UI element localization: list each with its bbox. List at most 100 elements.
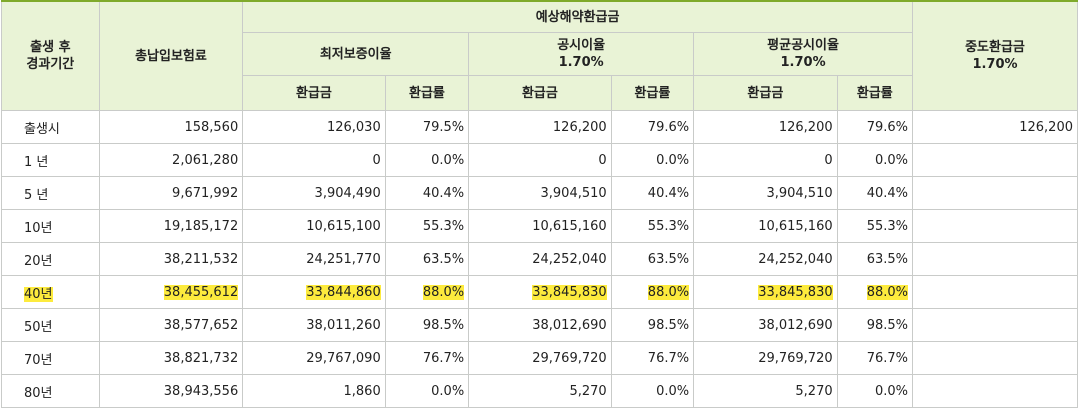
cell-avg-rate: 79.6% bbox=[836, 110, 914, 144]
cell-public-refund-text: 33,845,830 bbox=[532, 284, 607, 300]
cell-avg-rate: 0.0% bbox=[836, 143, 914, 177]
cell-min-rate-text: 98.5% bbox=[422, 317, 465, 333]
cell-interim-refund-text: 126,200 bbox=[1019, 119, 1073, 135]
cell-total-premium: 38,577,652 bbox=[98, 308, 244, 342]
table-row: 70년 38,821,732 29,767,090 76.7% 29,769,720 76… bbox=[1, 341, 1078, 375]
cell-avg-refund: 24,252,040 bbox=[693, 242, 838, 276]
cell-total-premium-text: 38,821,732 bbox=[163, 350, 239, 366]
cell-avg-refund-text: 33,845,830 bbox=[758, 284, 833, 300]
table-row: 1 년 2,061,280 0 0.0% 0 0.0% 0 0.0% bbox=[1, 143, 1078, 177]
cell-min-rate: 55.3% bbox=[384, 209, 470, 243]
cell-public-rate: 55.3% bbox=[610, 209, 695, 243]
cell-avg-rate-text: 98.5% bbox=[866, 317, 909, 333]
cell-avg-refund-text: 126,200 bbox=[778, 119, 833, 135]
cell-min-refund: 0 bbox=[242, 143, 386, 177]
cell-min-rate: 0.0% bbox=[384, 374, 470, 408]
cell-public-refund-text: 24,252,040 bbox=[532, 251, 607, 267]
cell-period-text: 출생시 bbox=[24, 121, 60, 137]
cell-total-premium: 2,061,280 bbox=[98, 143, 244, 177]
cell-interim-refund bbox=[912, 275, 1078, 309]
cell-avg-refund: 29,769,720 bbox=[693, 341, 838, 375]
cell-min-refund: 38,011,260 bbox=[242, 308, 386, 342]
cell-min-refund-text: 24,251,770 bbox=[306, 251, 381, 267]
header-public-rate: 공시이율 1.70% bbox=[468, 32, 695, 76]
cell-public-refund-text: 38,012,690 bbox=[532, 317, 607, 333]
table-header: 출생 후 경과기간 총납입보험료 예상해약환급금 중도환급금 1.70% 최저보… bbox=[1, 0, 1078, 111]
cell-min-refund: 126,030 bbox=[242, 110, 386, 144]
cell-min-refund-text: 10,615,100 bbox=[306, 218, 381, 234]
header-avg-public-rate: 평균공시이율 1.70% bbox=[693, 32, 914, 76]
cell-public-refund: 126,200 bbox=[468, 110, 612, 144]
cell-period-text: 10년 bbox=[24, 220, 53, 236]
cell-public-refund-text: 5,270 bbox=[569, 383, 607, 399]
cell-avg-refund-text: 10,615,160 bbox=[758, 218, 833, 234]
table-body: 출생시 158,560 126,030 79.5% 126,200 79.6% 126,20… bbox=[1, 110, 1078, 408]
cell-period: 10년 bbox=[1, 209, 100, 243]
cell-min-refund-text: 1,860 bbox=[343, 383, 381, 399]
cell-avg-refund: 33,845,830 bbox=[693, 275, 838, 309]
cell-period-text: 40년 bbox=[24, 286, 53, 302]
cell-interim-refund bbox=[912, 308, 1078, 342]
cell-period-text: 5 년 bbox=[24, 187, 49, 203]
table-row: 40년 38,455,612 33,844,860 88.0% 33,845,830 88… bbox=[1, 275, 1078, 309]
cell-public-refund-text: 29,769,720 bbox=[532, 350, 607, 366]
cell-min-rate: 40.4% bbox=[384, 176, 470, 210]
cell-avg-rate: 63.5% bbox=[836, 242, 914, 276]
cell-period: 5 년 bbox=[1, 176, 100, 210]
cell-public-rate-text: 0.0% bbox=[656, 383, 690, 399]
cell-total-premium-text: 38,943,556 bbox=[163, 383, 239, 399]
cell-avg-refund: 38,012,690 bbox=[693, 308, 838, 342]
cell-avg-rate-text: 88.0% bbox=[866, 284, 909, 300]
cell-min-refund: 29,767,090 bbox=[242, 341, 386, 375]
refund-table: 출생 후 경과기간 총납입보험료 예상해약환급금 중도환급금 1.70% 최저보… bbox=[1, 0, 1078, 408]
cell-period-text: 70년 bbox=[24, 352, 53, 368]
table-row: 50년 38,577,652 38,011,260 98.5% 38,012,690 98… bbox=[1, 308, 1078, 342]
cell-period-text: 50년 bbox=[24, 319, 53, 335]
cell-public-rate: 63.5% bbox=[610, 242, 695, 276]
cell-public-refund: 10,615,160 bbox=[468, 209, 612, 243]
cell-avg-rate: 88.0% bbox=[836, 275, 914, 309]
cell-min-refund-text: 3,904,490 bbox=[314, 185, 381, 201]
cell-total-premium: 38,943,556 bbox=[98, 374, 244, 408]
cell-min-rate-text: 76.7% bbox=[422, 350, 465, 366]
cell-min-rate: 0.0% bbox=[384, 143, 470, 177]
cell-min-refund: 10,615,100 bbox=[242, 209, 386, 243]
cell-avg-rate-text: 0.0% bbox=[874, 152, 909, 168]
header-avg-public-rate-text: 평균공시이율 1.70% bbox=[767, 38, 839, 70]
cell-avg-refund: 0 bbox=[693, 143, 838, 177]
cell-min-refund: 33,844,860 bbox=[242, 275, 386, 309]
header-interim-refund: 중도환급금 1.70% bbox=[912, 0, 1078, 111]
cell-avg-refund: 3,904,510 bbox=[693, 176, 838, 210]
cell-interim-refund: 126,200 bbox=[912, 110, 1078, 144]
cell-public-rate-text: 88.0% bbox=[647, 284, 690, 300]
cell-avg-refund: 126,200 bbox=[693, 110, 838, 144]
cell-min-refund-text: 0 bbox=[372, 152, 381, 168]
cell-period: 출생시 bbox=[1, 110, 100, 144]
cell-period: 40년 bbox=[1, 275, 100, 309]
cell-period: 80년 bbox=[1, 374, 100, 408]
cell-public-rate-text: 76.7% bbox=[647, 350, 690, 366]
header-total-premium: 총납입보험료 bbox=[98, 0, 244, 111]
cell-min-rate: 88.0% bbox=[384, 275, 470, 309]
cell-public-refund: 24,252,040 bbox=[468, 242, 612, 276]
cell-total-premium-text: 2,061,280 bbox=[172, 152, 239, 168]
cell-total-premium-text: 9,671,992 bbox=[172, 185, 239, 201]
cell-public-refund-text: 0 bbox=[598, 152, 607, 168]
cell-min-refund-text: 38,011,260 bbox=[306, 317, 381, 333]
header-min-rate: 최저보증이율 bbox=[242, 32, 470, 76]
cell-period: 1 년 bbox=[1, 143, 100, 177]
cell-total-premium: 158,560 bbox=[98, 110, 244, 144]
cell-min-refund-text: 126,030 bbox=[326, 119, 381, 135]
cell-avg-refund: 5,270 bbox=[693, 374, 838, 408]
cell-interim-refund bbox=[912, 176, 1078, 210]
table-row: 80년 38,943,556 1,860 0.0% 5,270 0.0% 5,270 0.0% bbox=[1, 374, 1078, 408]
cell-min-rate-text: 40.4% bbox=[422, 185, 465, 201]
table-row: 20년 38,211,532 24,251,770 63.5% 24,252,040 63… bbox=[1, 242, 1078, 276]
cell-min-refund: 3,904,490 bbox=[242, 176, 386, 210]
cell-public-refund-text: 3,904,510 bbox=[540, 185, 607, 201]
cell-avg-rate-text: 63.5% bbox=[866, 251, 909, 267]
cell-avg-rate-text: 79.6% bbox=[866, 119, 909, 135]
cell-public-rate-text: 79.6% bbox=[647, 119, 690, 135]
header-avg-refund-amount: 환급금 bbox=[693, 75, 838, 111]
header-public-refund-rate: 환급률 bbox=[610, 75, 695, 111]
